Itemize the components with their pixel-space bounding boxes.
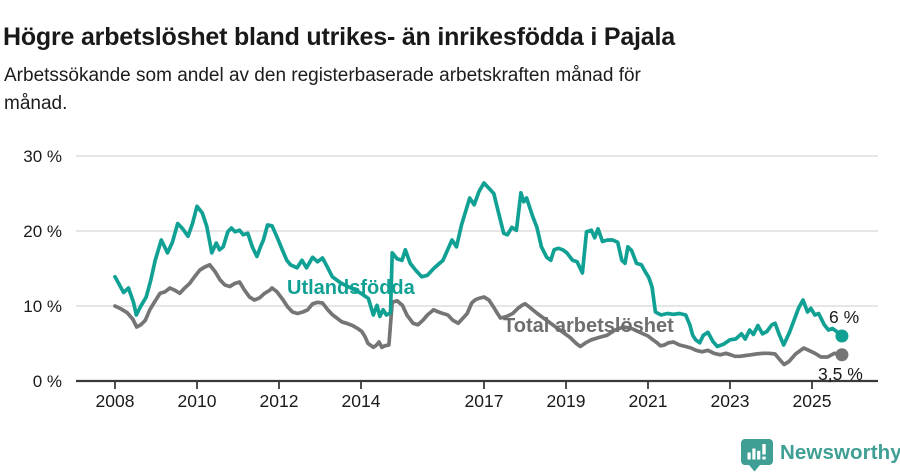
newsworthy-logo-icon (741, 439, 773, 472)
series-end-dot-total-arbetsl-shet (835, 348, 849, 362)
logo-exclamation-stem (762, 444, 766, 455)
logo-bar-3 (757, 450, 761, 460)
x-tick-label-2021: 2021 (629, 391, 668, 411)
series-label-total-arbetsloshet: Total arbetslöshet (503, 315, 674, 337)
logo-bubble-shape (741, 439, 773, 472)
x-tick-label-2008: 2008 (96, 391, 135, 411)
x-tick-label-2025: 2025 (793, 391, 832, 411)
y-tick-label-30: 30 % (23, 147, 62, 166)
x-tick-label-2012: 2012 (260, 391, 299, 411)
newsworthy-brand: Newsworthy (740, 438, 900, 472)
page-title: Högre arbetslöshet bland utrikes- än inr… (3, 22, 675, 51)
logo-bar-2 (752, 448, 756, 460)
series-end-dot-utlandsf-dda (835, 329, 849, 343)
brand-name: Newsworthy (780, 441, 900, 464)
y-tick-label-0: 0 % (33, 372, 62, 391)
end-value-label-utlandsfodda: 6 % (829, 307, 860, 327)
chart-subtitle: Arbetssökande som andel av den registerb… (4, 65, 641, 114)
series-line-utlandsf-dda (113, 181, 844, 349)
logo-exclamation-dot (762, 456, 766, 460)
x-tick-label-2014: 2014 (342, 391, 381, 411)
series-label-utlandsfodda: Utlandsfödda (287, 277, 415, 299)
y-tick-label-10: 10 % (23, 297, 62, 316)
y-tick-label-20: 20 % (23, 222, 62, 241)
series-line-total-arbetsl-shet (113, 262, 844, 367)
x-tick-label-2019: 2019 (547, 391, 586, 411)
logo-bar-1 (747, 452, 751, 460)
x-tick-label-2010: 2010 (178, 391, 217, 411)
x-tick-label-2017: 2017 (465, 391, 504, 411)
end-value-label-total: 3,5 % (818, 364, 863, 384)
x-tick-label-2023: 2023 (711, 391, 750, 411)
